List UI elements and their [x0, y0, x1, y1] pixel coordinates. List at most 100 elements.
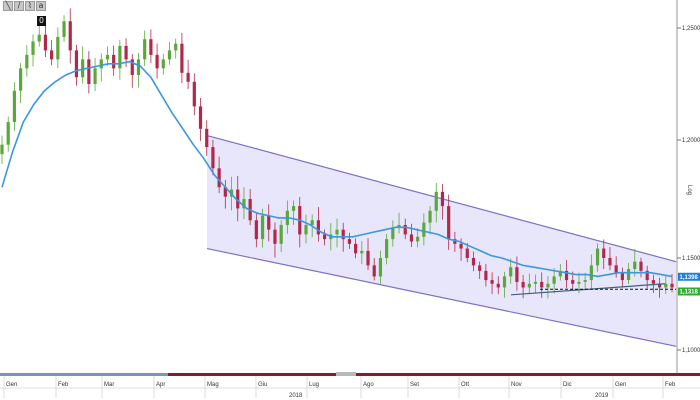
candle: [136, 52, 141, 88]
text-tool-icon[interactable]: a: [36, 1, 46, 11]
candle: [174, 38, 178, 59]
candle-body: [118, 45, 122, 69]
candle: [589, 254, 593, 290]
candle-body: [335, 229, 339, 235]
candle-body: [626, 269, 631, 281]
candle-body: [6, 122, 10, 145]
candle-body: [31, 41, 35, 55]
candle-body: [310, 220, 314, 225]
candle: [360, 241, 364, 265]
candle: [608, 247, 612, 271]
candle-body: [68, 21, 72, 51]
candle-body: [136, 59, 141, 76]
candle-body: [267, 215, 271, 230]
y-tick-label: 1,2500: [682, 26, 700, 32]
x-tick-label: Set: [410, 382, 419, 388]
candle-body: [161, 59, 165, 69]
candle: [465, 243, 469, 263]
candle-body: [341, 229, 345, 240]
line-tool-icon[interactable]: ╲: [3, 1, 13, 11]
candle-body: [453, 239, 457, 244]
candle-body: [186, 72, 190, 82]
candle-body: [291, 206, 296, 211]
candle: [403, 218, 407, 240]
fibonacci-tool-icon[interactable]: ⌇: [25, 1, 35, 11]
candle: [372, 258, 376, 281]
drawing-toolbar: ╲ / ⌇ a: [3, 1, 46, 11]
tick-labels: 1,2500 1,2000 1,1500 1,1000 Log 1,1398 1,1318 G…: [6, 26, 700, 399]
candle-body: [99, 59, 103, 69]
candle: [347, 232, 352, 249]
candle-body: [254, 220, 258, 240]
candle: [366, 238, 370, 271]
candle: [397, 212, 401, 234]
candle-body: [645, 270, 649, 281]
candle: [130, 54, 134, 88]
price-tag-box: [678, 272, 700, 281]
candle: [316, 207, 320, 242]
candle: [391, 220, 395, 247]
candle-body: [360, 250, 364, 254]
candle-body: [25, 54, 29, 69]
candle: [50, 39, 54, 66]
candle-body: [211, 147, 215, 169]
candle-body: [589, 265, 593, 281]
x-tick-label: Giu: [258, 382, 267, 388]
candle: [428, 206, 432, 235]
candle: [143, 30, 147, 66]
candle: [304, 214, 308, 244]
candle: [217, 156, 221, 194]
candle: [56, 27, 60, 69]
counter-badge[interactable]: 0: [37, 16, 46, 26]
candle: [378, 250, 383, 284]
moving-average-layer: [1, 60, 673, 278]
candle-body: [608, 258, 612, 266]
candle-body: [273, 229, 277, 244]
candle-body: [521, 281, 525, 288]
candle-body: [546, 283, 550, 288]
x-tick-label: Ott: [461, 382, 469, 388]
candle-body: [571, 280, 575, 284]
candle-body: [422, 222, 426, 237]
x-tick-label: Feb: [58, 382, 69, 388]
candle: [74, 44, 79, 86]
candle: [161, 53, 165, 75]
candle-body: [167, 50, 172, 60]
price-tag-label: 1,1318: [680, 289, 699, 295]
candle: [540, 272, 544, 298]
candle-body: [403, 224, 407, 235]
x-tick-label: Gen: [6, 382, 17, 388]
candle: [496, 276, 500, 295]
candle: [180, 33, 184, 84]
candle: [167, 41, 172, 65]
candle-body: [670, 283, 674, 288]
candle: [112, 45, 116, 76]
candle: [19, 63, 23, 104]
x-axis-band-left: [0, 373, 168, 376]
candle-body: [223, 187, 227, 197]
candle: [105, 46, 110, 66]
candle: [81, 46, 85, 84]
candle-body: [62, 21, 66, 37]
price-channel: [206, 134, 677, 347]
candle: [533, 274, 538, 293]
candle: [223, 179, 227, 209]
candle: [354, 238, 358, 259]
candle-body: [533, 281, 538, 284]
candle: [651, 274, 655, 293]
candle: [242, 187, 246, 220]
y-tick-label: 1,2000: [682, 138, 700, 144]
candle: [515, 256, 519, 291]
candle: [602, 239, 606, 269]
candle: [236, 176, 240, 222]
draw-tool-icon[interactable]: /: [14, 1, 24, 11]
candle-body: [155, 54, 159, 69]
candle: [385, 233, 389, 265]
candle-body: [540, 281, 544, 288]
candle: [564, 260, 569, 288]
candle-body: [105, 54, 110, 60]
candle: [192, 73, 196, 116]
candle: [25, 45, 29, 77]
